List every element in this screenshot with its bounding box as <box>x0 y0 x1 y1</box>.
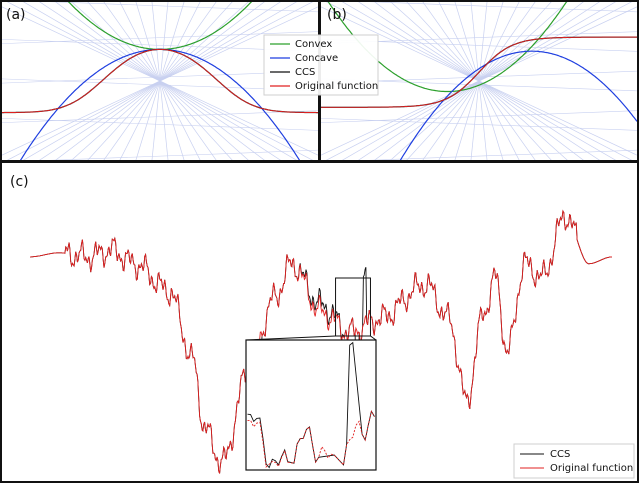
zoom-connector-right <box>370 335 377 341</box>
panel-b-guide-lines <box>321 2 637 160</box>
legend-ccs-label: CCS <box>295 67 315 78</box>
series-group-b <box>321 2 637 160</box>
guide-line <box>50 149 318 160</box>
guide-line <box>2 110 318 123</box>
guide-line <box>321 110 637 123</box>
guide-line <box>369 2 637 13</box>
panel-a-legend: Convex Concave CCS Original function <box>263 34 379 96</box>
guide-line <box>50 2 318 13</box>
legend-original-label: Original function <box>295 81 378 92</box>
panel-b-series <box>321 2 637 160</box>
guide-line <box>369 149 637 160</box>
panel-c-series <box>30 209 612 474</box>
panel-b-label: (b) <box>327 7 347 23</box>
panel-a-label: (a) <box>6 7 26 23</box>
guide-lines-group-b <box>321 2 637 160</box>
panel-b-original-function-line <box>321 36 637 108</box>
inset-box <box>245 339 377 471</box>
zoom-connector-left <box>245 335 336 341</box>
legend-c-original-label: Original function <box>550 463 633 474</box>
legend-concave-label: Concave <box>295 53 338 64</box>
panel-c-original-line <box>30 209 612 474</box>
inset-original-line <box>247 410 375 468</box>
panel-c-legend-box <box>513 443 635 479</box>
panel-a-original-function-line <box>2 48 318 114</box>
series-group-a <box>2 2 318 160</box>
panel-a-series <box>2 2 318 160</box>
panel-b-concave-line <box>399 50 637 160</box>
guide-line <box>321 6 637 156</box>
legend-convex-label: Convex <box>295 39 332 50</box>
panel-c-legend: CCS Original function <box>513 443 635 479</box>
guide-line <box>2 118 318 131</box>
panel-c-frame <box>0 161 639 483</box>
panel-c-inset <box>245 277 377 471</box>
legend-c-ccs-label: CCS <box>550 449 570 460</box>
guide-line <box>321 118 637 131</box>
panel-a-legend-box <box>263 34 379 96</box>
panel-c-label: (c) <box>10 174 29 190</box>
zoom-region-box <box>335 277 371 337</box>
